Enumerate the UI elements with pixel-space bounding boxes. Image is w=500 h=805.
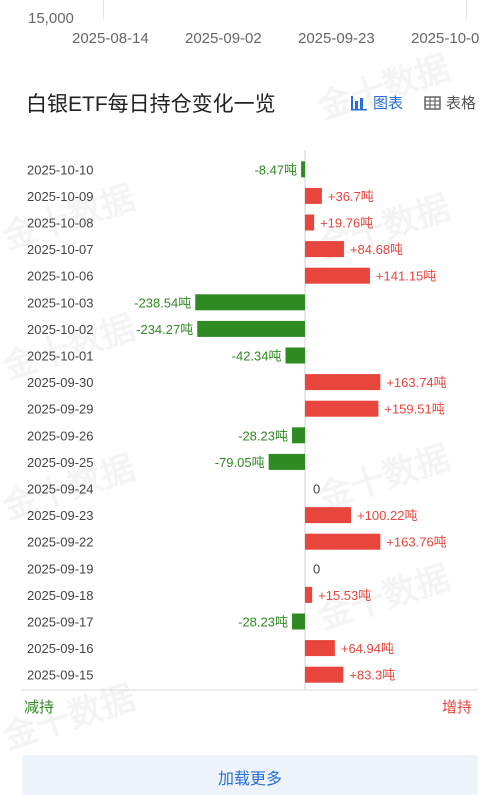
bar (305, 400, 379, 417)
data-label: +19.76吨 (320, 216, 373, 231)
data-label: +141.15吨 (376, 269, 436, 284)
data-label: +159.51吨 (384, 402, 444, 417)
y-tick-label: 15,000 (28, 10, 74, 27)
data-label: -8.47吨 (254, 162, 297, 177)
data-label: +84.68吨 (350, 242, 403, 257)
x-tick-label: 2025-09-02 (185, 30, 262, 47)
data-label: -28.23吨 (238, 615, 288, 630)
data-label: +36.7吨 (328, 189, 374, 204)
category-label: 2025-09-15 (27, 668, 94, 683)
bar (305, 640, 335, 657)
data-label: -42.34吨 (232, 349, 282, 364)
bar (305, 374, 381, 391)
data-label: +163.76吨 (386, 535, 446, 550)
data-label: -238.54吨 (134, 295, 191, 310)
data-label: -28.23吨 (238, 428, 288, 443)
section-title: 白银ETF每日持仓变化一览 (26, 93, 276, 116)
data-label: +15.53吨 (318, 588, 371, 603)
category-label: 2025-10-08 (27, 216, 94, 231)
data-label: +64.94吨 (341, 641, 394, 656)
category-label: 2025-09-26 (27, 428, 94, 443)
category-label: 2025-09-25 (27, 455, 94, 470)
data-label: -79.05吨 (215, 455, 265, 470)
category-label: 2025-09-19 (27, 561, 94, 576)
view-chart-label: 图表 (373, 95, 404, 112)
bar (268, 453, 305, 470)
data-label: -234.27吨 (136, 322, 193, 337)
view-chart-button[interactable]: 图表 (350, 92, 403, 113)
category-label: 2025-10-10 (27, 162, 94, 177)
holdings-change-chart: 2025-10-10 -8.47吨 2025-10-09 +36.7吨 2025-10-… (22, 150, 478, 691)
bar (305, 241, 344, 258)
data-label: +163.74吨 (386, 375, 446, 390)
category-label: 2025-09-24 (27, 482, 94, 497)
category-label: 2025-09-23 (27, 508, 94, 523)
data-label: 0 (313, 482, 320, 497)
category-label: 2025-09-17 (27, 615, 94, 630)
view-table-label: 表格 (446, 95, 477, 112)
bar (197, 320, 305, 337)
previous-chart-axis: 15,000 2025-08-14 2025-09-02 2025-09-23 … (0, 0, 500, 56)
gridline (103, 0, 104, 20)
bar (285, 347, 305, 364)
view-table-button[interactable]: 表格 (424, 92, 476, 113)
gridline (466, 0, 467, 20)
category-label: 2025-10-09 (27, 189, 94, 204)
increase-label: 增持 (442, 699, 473, 716)
x-tick-label: 2025-08-14 (72, 30, 149, 47)
category-label: 2025-10-07 (27, 242, 94, 257)
data-label: 0 (313, 561, 320, 576)
category-label: 2025-09-16 (27, 641, 94, 656)
bar (195, 294, 305, 311)
bar-chart-icon (351, 95, 367, 110)
bar (305, 533, 381, 550)
x-tick-label: 2025-10-0 (411, 30, 480, 47)
bar (305, 666, 344, 683)
category-label: 2025-10-03 (27, 295, 94, 310)
bar (305, 214, 315, 231)
bar (305, 586, 313, 603)
category-label: 2025-09-30 (27, 375, 94, 390)
bar (292, 427, 305, 444)
category-label: 2025-09-29 (27, 402, 94, 417)
category-label: 2025-10-06 (27, 269, 94, 284)
category-label: 2025-10-02 (27, 322, 94, 337)
bar (305, 507, 352, 524)
category-label: 2025-09-18 (27, 588, 94, 603)
bar (292, 613, 305, 630)
data-label: +83.3吨 (349, 668, 395, 683)
decrease-label: 减持 (24, 699, 55, 716)
bar (305, 267, 370, 284)
table-icon (424, 95, 441, 110)
data-label: +100.22吨 (357, 508, 417, 523)
category-label: 2025-10-01 (27, 349, 94, 364)
load-more-button[interactable]: 加载更多 (22, 755, 478, 795)
bar (301, 161, 305, 178)
category-label: 2025-09-22 (27, 535, 94, 550)
x-tick-label: 2025-09-23 (298, 30, 375, 47)
bar (305, 187, 322, 204)
section-header: 白银ETF每日持仓变化一览 图表 表格 (0, 84, 500, 120)
